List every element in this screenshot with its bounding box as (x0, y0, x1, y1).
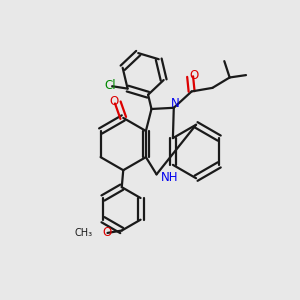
Text: N: N (171, 97, 179, 110)
Text: CH₃: CH₃ (74, 228, 93, 238)
Text: O: O (190, 69, 199, 82)
Text: O: O (110, 95, 119, 108)
Text: Cl: Cl (104, 79, 116, 92)
Text: O: O (103, 226, 112, 239)
Text: NH: NH (161, 171, 178, 184)
